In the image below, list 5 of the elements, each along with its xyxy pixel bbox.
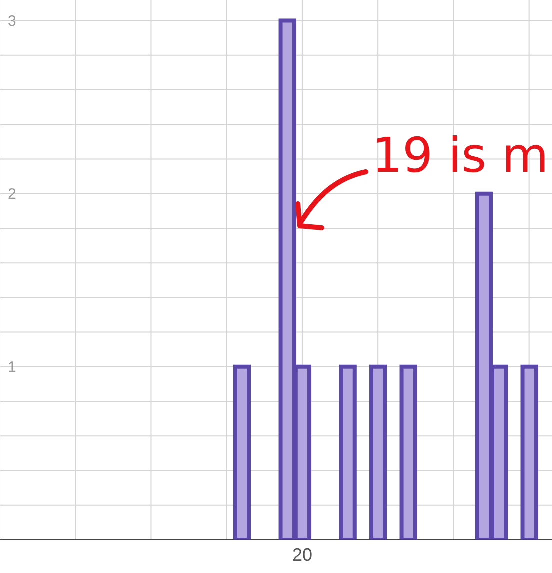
y-tick-label: 1 bbox=[8, 359, 16, 376]
x-tick-label: 20 bbox=[292, 544, 312, 565]
y-tick-label: 3 bbox=[8, 13, 16, 30]
y-tick-label: 2 bbox=[8, 186, 16, 204]
annotation: 19 is m bbox=[372, 128, 549, 184]
